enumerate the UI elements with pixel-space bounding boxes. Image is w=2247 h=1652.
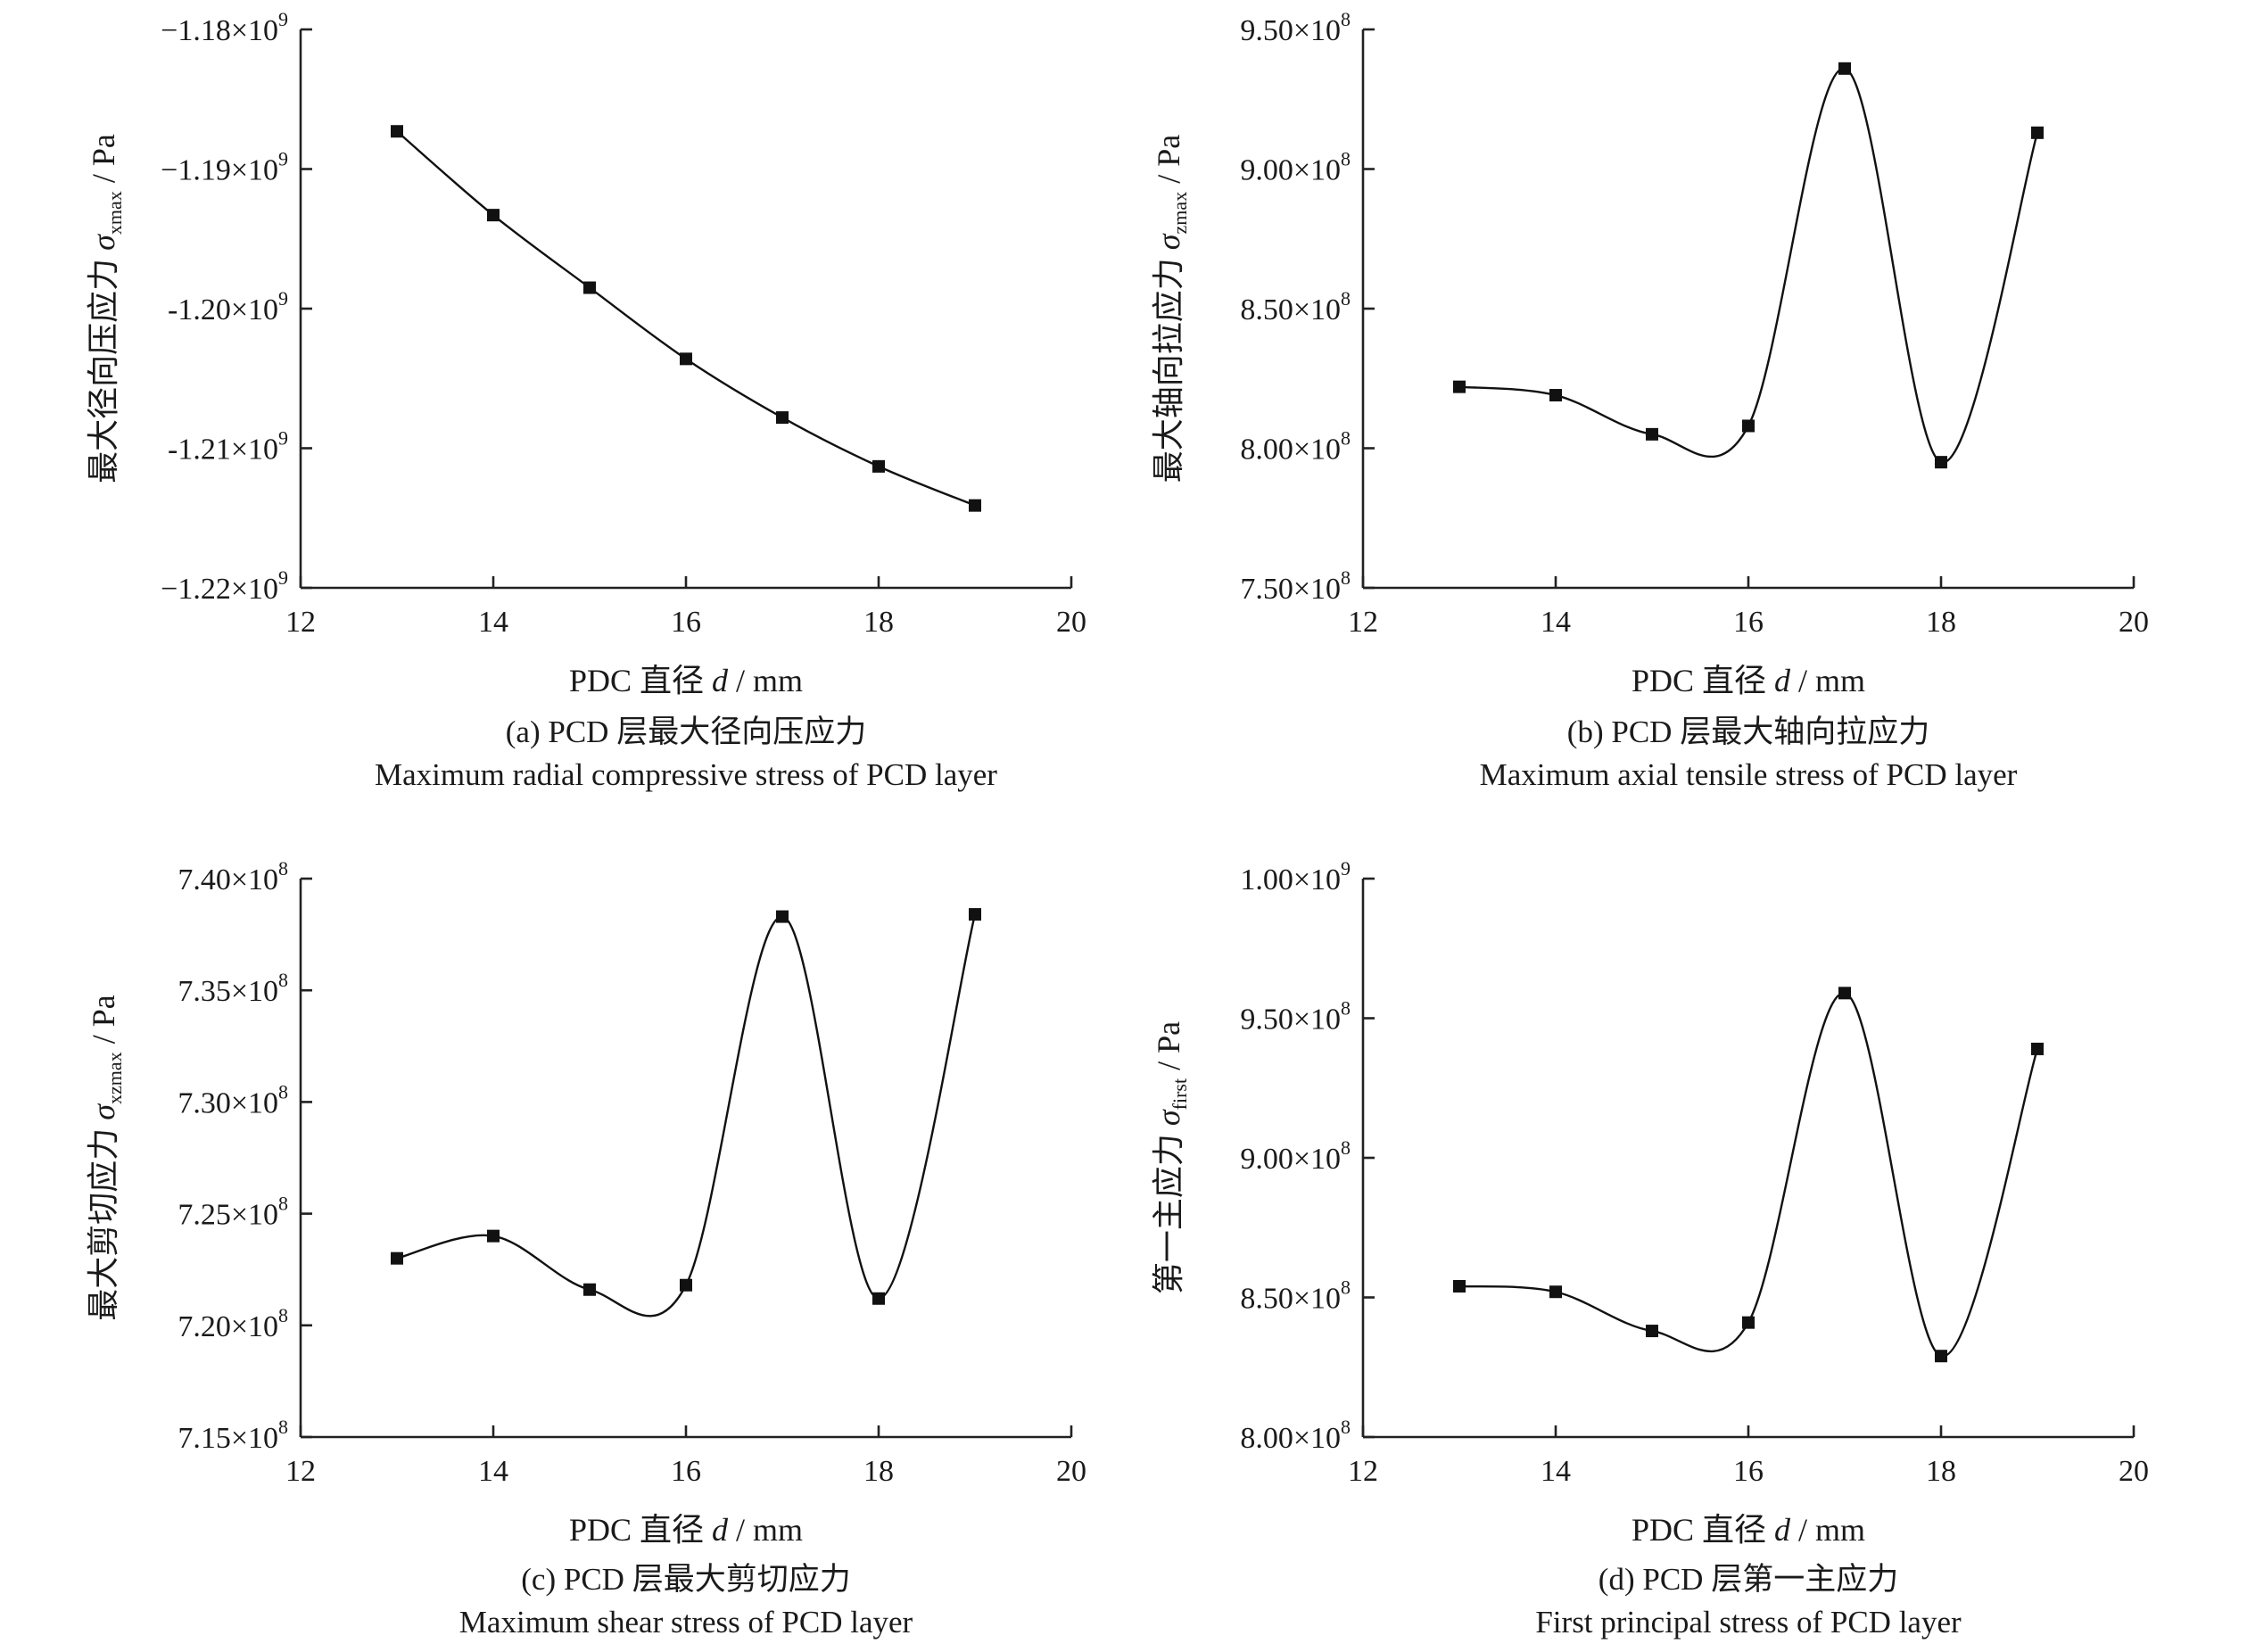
caption-english: Maximum shear stress of PCD layer — [459, 1605, 913, 1640]
x-tick-label: 12 — [285, 606, 316, 639]
data-point — [1549, 1285, 1562, 1299]
caption-chinese: (c) PCD 层最大剪切应力 — [521, 1562, 850, 1597]
x-tick-label: 12 — [285, 1455, 316, 1488]
chart-panel-a: −1.18×109 −1.19×109 -1.20×109 -1.21×109 −1.2… — [86, 8, 1086, 792]
y-tick-label: 9.00×108 — [1240, 1136, 1351, 1176]
y-tick-label: 1.00×109 — [1240, 857, 1351, 896]
y-tick-label: −1.19×109 — [161, 148, 288, 187]
data-point — [1935, 1350, 1947, 1363]
series-line — [396, 130, 976, 507]
data-point — [487, 209, 500, 222]
chart-panel-d: 1.00×109 9.50×108 9.00×108 8.50×108 8.00×108… — [1151, 857, 2149, 1640]
data-point — [872, 459, 885, 473]
x-tick-label: 18 — [863, 1455, 894, 1488]
x-axis-label: PDC 直径 d / mm — [569, 663, 803, 698]
y-tick-label: -1.20×109 — [168, 287, 288, 326]
x-tick-label: 20 — [1056, 1455, 1086, 1488]
y-tick-label: 8.00×108 — [1240, 1416, 1351, 1455]
x-tick-label: 16 — [1733, 1455, 1764, 1488]
data-point — [776, 910, 789, 923]
y-tick-label: -1.21×109 — [168, 427, 288, 467]
y-axis-label: 最大剪切应力 σxzmax / Pa — [86, 995, 126, 1320]
data-point — [1838, 987, 1851, 1000]
y-tick-label: 7.15×108 — [178, 1416, 288, 1455]
caption-chinese: (b) PCD 层最大轴向拉应力 — [1567, 714, 1929, 749]
x-tick-label: 18 — [1926, 606, 1956, 639]
data-point — [1646, 1325, 1658, 1338]
y-axis-label: 最大轴向拉应力 σzmax / Pa — [1151, 135, 1191, 483]
y-tick-label: −1.18×109 — [161, 8, 288, 47]
data-point — [2031, 126, 2044, 139]
y-tick-label: 7.40×108 — [178, 857, 288, 896]
data-point — [872, 1292, 885, 1305]
x-tick-label: 16 — [1733, 606, 1764, 639]
x-tick-label: 20 — [1056, 606, 1086, 639]
data-point — [1453, 1279, 1466, 1293]
y-tick-label: 7.35×108 — [178, 969, 288, 1008]
data-point — [776, 411, 789, 425]
caption-english: First principal stress of PCD layer — [1535, 1605, 1962, 1640]
x-tick-label: 18 — [863, 606, 894, 639]
y-tick-label: 9.50×108 — [1240, 997, 1351, 1037]
y-axis-label: 最大径向压应力 σxmax / Pa — [86, 134, 126, 483]
series-line — [1458, 992, 2039, 1358]
data-point — [1742, 1316, 1755, 1329]
y-tick-label: 7.30×108 — [178, 1080, 288, 1119]
data-point — [680, 352, 692, 366]
caption-chinese: (a) PCD 层最大径向压应力 — [506, 714, 866, 749]
x-tick-label: 16 — [671, 606, 701, 639]
x-tick-label: 12 — [1348, 1455, 1378, 1488]
x-axis-label: PDC 直径 d / mm — [1632, 663, 1865, 698]
series-line — [1458, 67, 2039, 464]
data-point — [1549, 389, 1562, 402]
y-tick-label: 7.20×108 — [178, 1304, 288, 1343]
x-tick-label: 20 — [2119, 1455, 2149, 1488]
data-point — [1646, 427, 1658, 441]
caption-chinese: (d) PCD 层第一主应力 — [1599, 1562, 1898, 1597]
y-tick-label: 8.00×108 — [1240, 427, 1351, 467]
x-tick-label: 12 — [1348, 606, 1378, 639]
data-point — [969, 908, 981, 921]
x-axis-label: PDC 直径 d / mm — [569, 1512, 803, 1548]
y-tick-label: 9.00×108 — [1240, 148, 1351, 187]
x-tick-label: 14 — [1541, 1455, 1571, 1488]
x-tick-label: 16 — [671, 1455, 701, 1488]
data-point — [680, 1278, 692, 1292]
caption-english: Maximum axial tensile stress of PCD laye… — [1480, 757, 2018, 792]
data-point — [1935, 456, 1947, 469]
data-point — [1742, 419, 1755, 433]
y-tick-label: 8.50×108 — [1240, 1276, 1351, 1316]
x-tick-label: 20 — [2119, 606, 2149, 639]
data-point — [1838, 62, 1851, 75]
data-point — [391, 125, 403, 138]
y-tick-label: 7.25×108 — [178, 1193, 288, 1232]
chart-panel-c: 7.40×108 7.35×108 7.30×108 7.25×108 7.20×108… — [86, 857, 1086, 1640]
data-point — [1453, 380, 1466, 393]
chart-panel-b: 9.50×108 9.00×108 8.50×108 8.00×108 7.50×108… — [1151, 8, 2149, 792]
x-tick-label: 18 — [1926, 1455, 1956, 1488]
x-axis-label: PDC 直径 d / mm — [1632, 1512, 1865, 1548]
y-tick-label: 8.50×108 — [1240, 287, 1351, 326]
x-tick-label: 14 — [1541, 606, 1571, 639]
data-point — [583, 281, 596, 294]
x-tick-label: 14 — [478, 606, 508, 639]
y-axis-label: 第一主应力 σfirst / Pa — [1151, 1021, 1191, 1294]
caption-english: Maximum radial compressive stress of PCD… — [375, 757, 997, 792]
x-tick-label: 14 — [478, 1455, 508, 1488]
y-tick-label: 9.50×108 — [1240, 8, 1351, 47]
y-tick-label: −1.22×109 — [161, 566, 288, 606]
data-point — [391, 1251, 403, 1265]
series-line — [396, 913, 977, 1317]
y-tick-label: 7.50×108 — [1240, 566, 1351, 606]
data-point — [583, 1283, 596, 1296]
data-point — [969, 499, 981, 512]
data-point — [487, 1229, 500, 1243]
data-point — [2031, 1042, 2044, 1055]
